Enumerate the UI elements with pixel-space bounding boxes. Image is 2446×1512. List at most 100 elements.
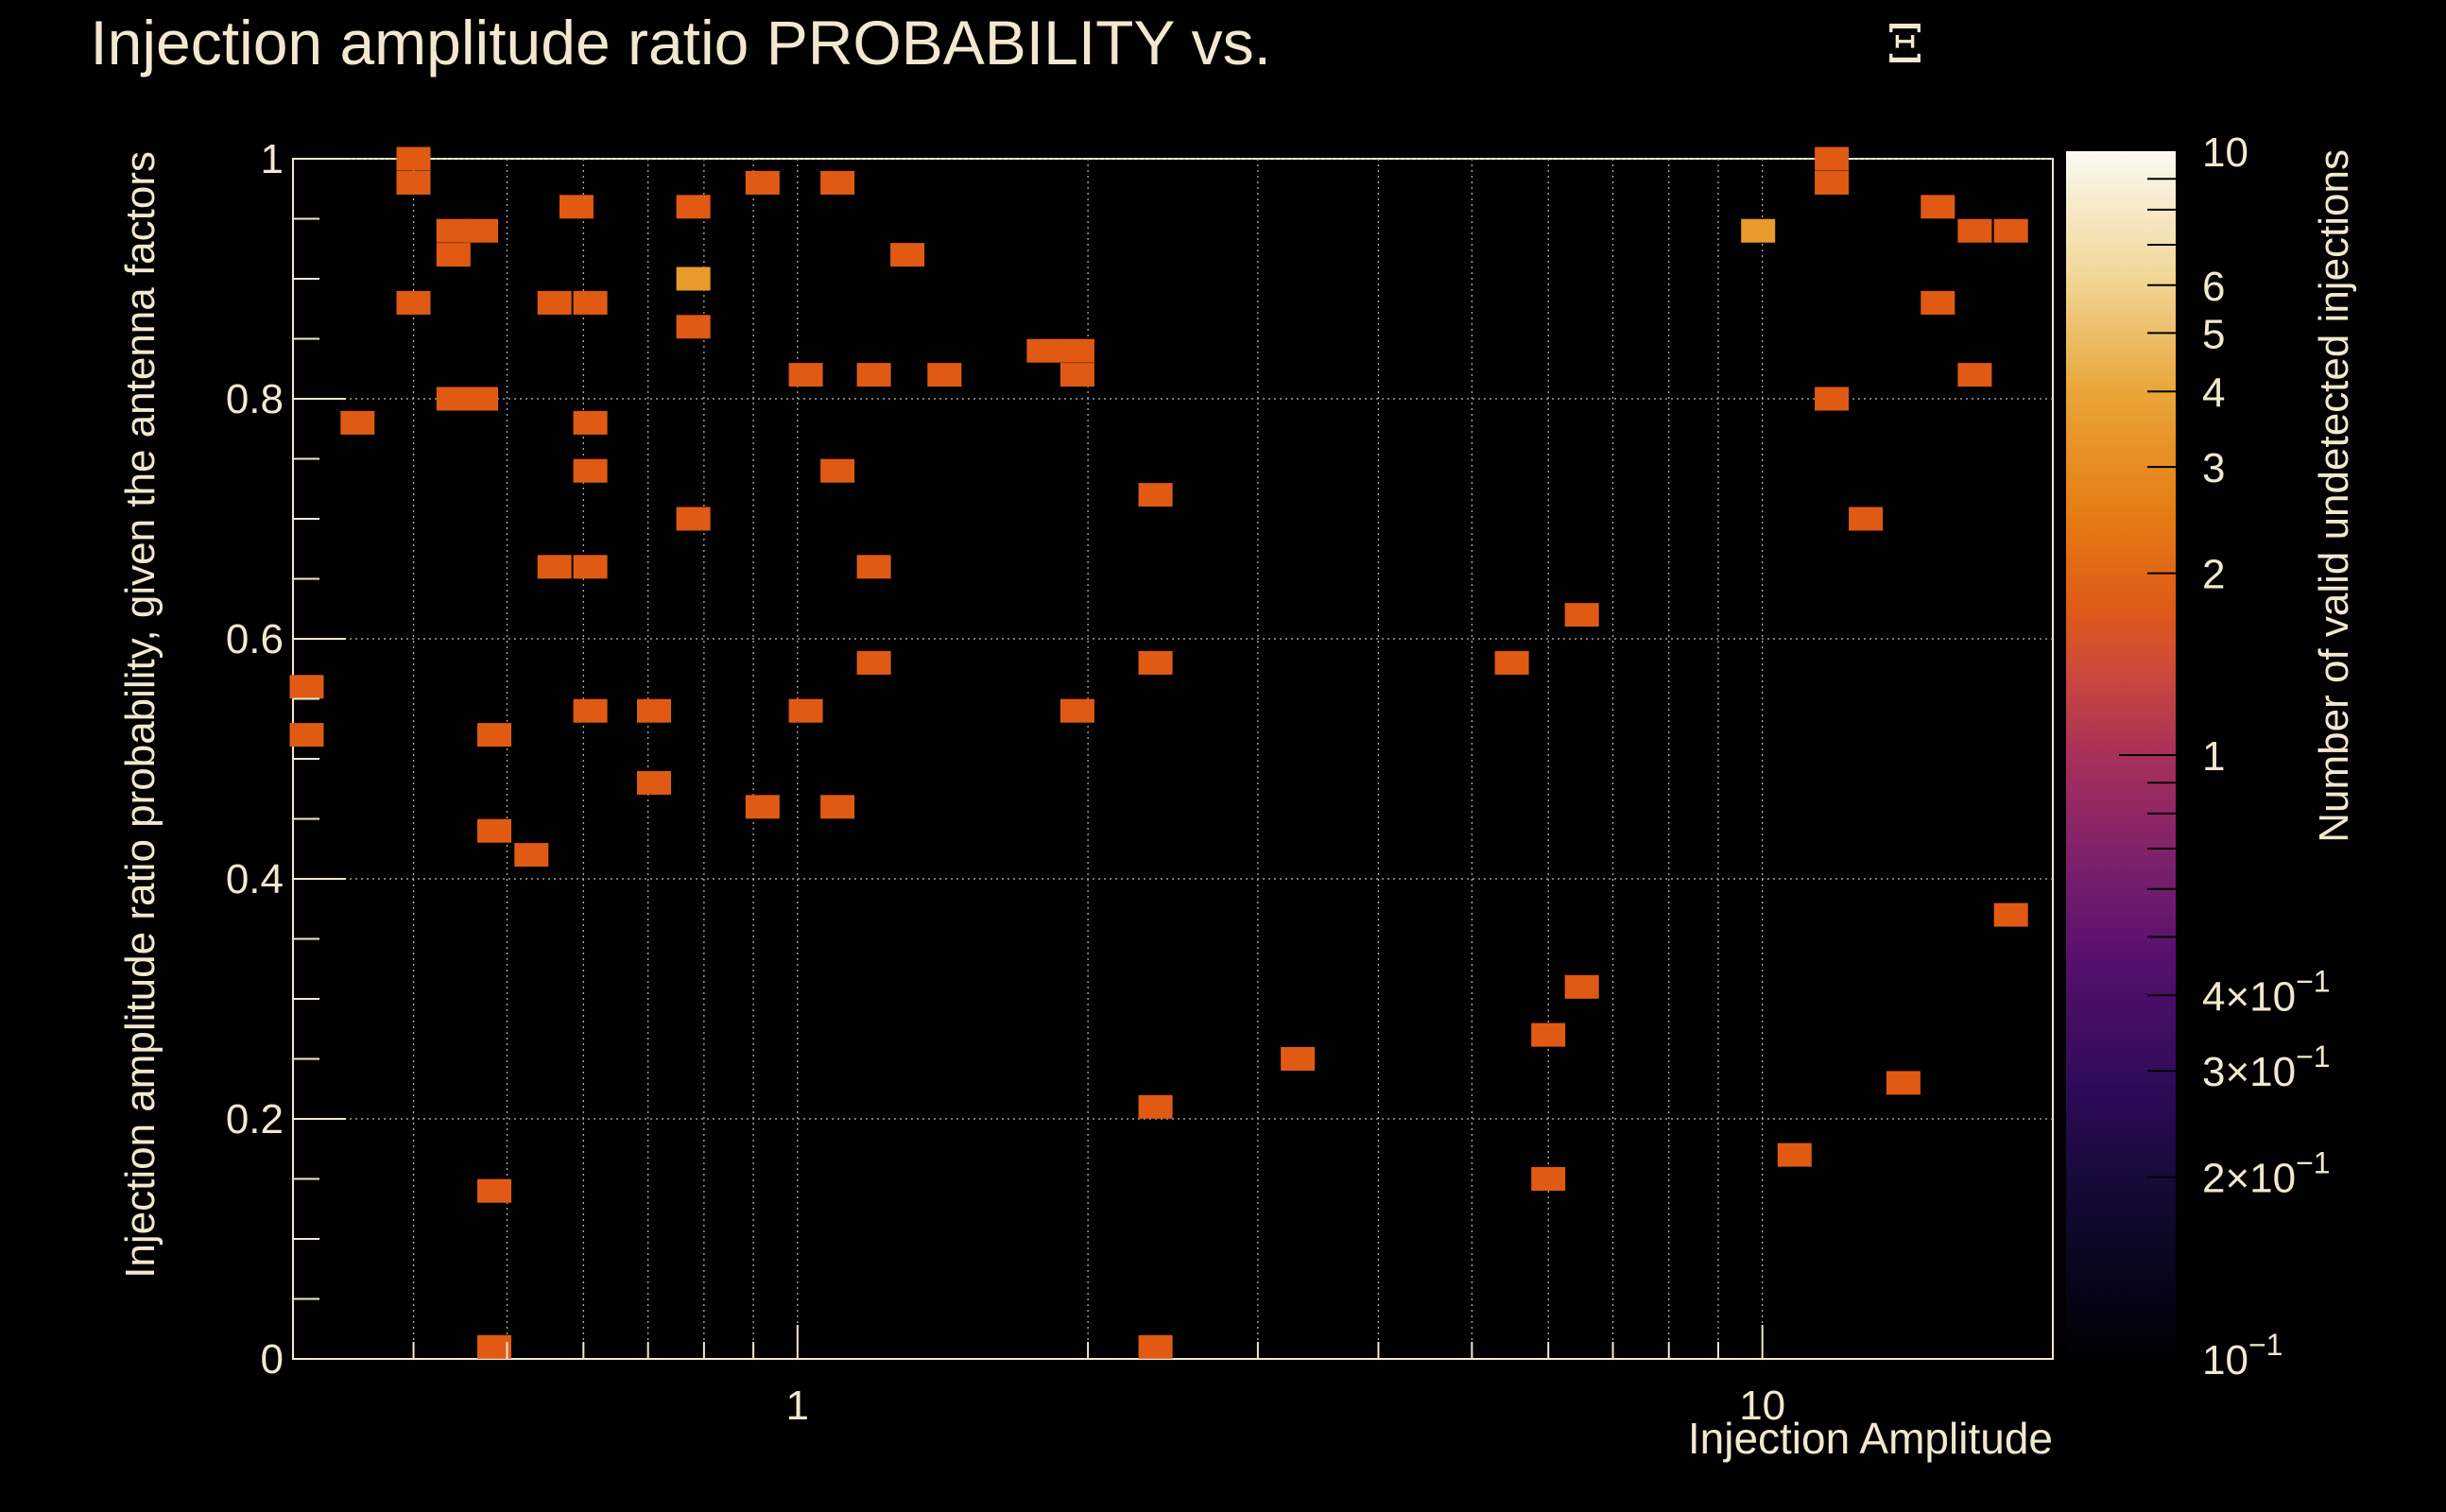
heatmap-cell: [289, 675, 324, 699]
heatmap-cell: [537, 555, 572, 579]
x-axis-ticks: 1 10: [412, 1325, 1785, 1429]
heatmap-cell: [1957, 218, 1992, 243]
heatmap-cell: [464, 218, 498, 243]
color-scale-tick-label: 2×10−1: [2202, 1146, 2331, 1202]
heatmap-cell: [820, 458, 855, 483]
plot-frame: [292, 158, 2054, 1360]
heatmap-cell: [537, 290, 572, 315]
color-scale-tick-label: 10−1: [2202, 1328, 2282, 1383]
heatmap-cell: [477, 818, 511, 843]
color-scale-tick-label: 1: [2202, 733, 2225, 780]
y-tick-label: 0.2: [226, 1096, 284, 1143]
heatmap-cell: [1849, 507, 1884, 531]
heatmap-cell: [1815, 387, 1850, 411]
heatmap-cell: [477, 723, 511, 747]
color-scale-tick-label: 2: [2202, 552, 2225, 598]
heatmap-cell: [573, 410, 608, 435]
heatmap-cell: [820, 170, 855, 195]
heatmap-cell: [396, 290, 431, 315]
heatmap-cell: [1741, 218, 1776, 243]
color-scale-tick-label: 10: [2202, 129, 2248, 176]
color-scale-tick-label: 6: [2202, 264, 2225, 310]
heatmap-cell: [1921, 195, 1955, 219]
heatmap-cell: [514, 843, 549, 868]
heatmap-cell: [1886, 1071, 1921, 1095]
heatmap-cell: [676, 315, 711, 339]
heatmap-cell: [464, 387, 498, 411]
heatmap-cell: [1059, 338, 1094, 363]
heatmap-cell: [573, 698, 608, 723]
heatmap-cell: [676, 195, 711, 219]
heatmap-cell: [1059, 363, 1094, 387]
heatmap-cell: [1815, 170, 1850, 195]
heatmap-cell: [1138, 1094, 1173, 1119]
heatmap-cell: [788, 363, 823, 387]
heatmap-cell: [1138, 1334, 1173, 1359]
heatmap-cell: [1957, 363, 1992, 387]
heatmap-cell: [676, 266, 711, 291]
x-tick-label: 10: [1739, 1383, 1785, 1429]
heatmap-cell: [1281, 1047, 1316, 1071]
heatmap-cell: [1564, 603, 1599, 627]
heatmap-cell: [396, 146, 431, 171]
heatmap-cell: [289, 723, 324, 747]
heatmap-cell: [573, 555, 608, 579]
heatmap-cell: [856, 650, 891, 675]
color-scale-tick-label: 5: [2202, 311, 2225, 357]
chart-title: Injection amplitude ratio PROBABILITY vs…: [90, 8, 1271, 77]
heatmap-cell: [1059, 698, 1094, 723]
heatmap-cell: [559, 195, 594, 219]
heatmap-cell: [820, 795, 855, 819]
x-axis-label: Injection Amplitude: [1688, 1414, 2053, 1463]
heatmap-cell: [573, 458, 608, 483]
color-scale-tick-label: 4×10−1: [2202, 964, 2331, 1020]
heatmap-cell: [856, 555, 891, 579]
heatmap-cell: [1993, 902, 2028, 927]
y-axis-ticks: 0 0.2 0.4 0.6 0.8 1: [226, 136, 346, 1383]
heatmap-cell: [1138, 650, 1173, 675]
heatmap-cell: [1564, 974, 1599, 999]
heatmap-cell: [340, 410, 375, 435]
color-scale-tick-label: 3×10−1: [2202, 1040, 2331, 1095]
y-tick-label: 0: [261, 1336, 284, 1383]
heatmap-cell: [637, 770, 671, 795]
heatmap-cell: [745, 170, 780, 195]
heatmap-cell: [1026, 338, 1061, 363]
x-tick-label: 1: [786, 1383, 809, 1429]
heatmap-cells: [289, 146, 2028, 1359]
heatmap-cell: [788, 698, 823, 723]
heatmap-cell: [1138, 483, 1173, 507]
heatmap-cell: [637, 698, 671, 723]
title-xi-symbol: Ξ: [1886, 14, 1923, 76]
heatmap-cell: [856, 363, 891, 387]
heatmap-cell: [436, 243, 471, 267]
heatmap-cell: [1494, 650, 1529, 675]
heatmap-cell: [573, 290, 608, 315]
heatmap-cell: [1531, 1022, 1566, 1047]
heatmap-cell: [1921, 290, 1955, 315]
color-scale-tick-label: 3: [2202, 445, 2225, 491]
heatmap-cell: [1815, 146, 1850, 171]
heatmap-cell: [745, 795, 780, 819]
y-axis-label: Injection amplitude ratio probability, g…: [117, 151, 164, 1279]
heatmap-cell: [1531, 1167, 1566, 1191]
plot-area: 1 10 0 0.2 0.4 0.6 0.8 1: [226, 136, 2054, 1429]
heatmap-cell: [477, 1334, 511, 1359]
heatmap-cell: [927, 363, 962, 387]
heatmap-cell: [1777, 1143, 1812, 1167]
y-tick-label: 0.8: [226, 376, 284, 422]
y-tick-label: 0.6: [226, 616, 284, 662]
heatmap-cell: [396, 170, 431, 195]
color-scale-label: Number of valid undetected injections: [2311, 149, 2357, 843]
heatmap-cell: [477, 1178, 511, 1203]
y-tick-label: 1: [261, 136, 284, 182]
y-tick-label: 0.4: [226, 856, 284, 902]
heatmap-cell: [890, 243, 925, 267]
color-scale-tick-label: 4: [2202, 369, 2225, 416]
color-scale-ticks: 10 65 4 3 2 1 4×10−1 3×10−1 2×10−1 10−1: [2119, 129, 2331, 1383]
heatmap-cell: [676, 507, 711, 531]
heatmap-cell: [1993, 218, 2028, 243]
color-scale: 10 65 4 3 2 1 4×10−1 3×10−1 2×10−1 10−1: [2066, 129, 2331, 1383]
grid-lines: [293, 158, 2053, 1359]
